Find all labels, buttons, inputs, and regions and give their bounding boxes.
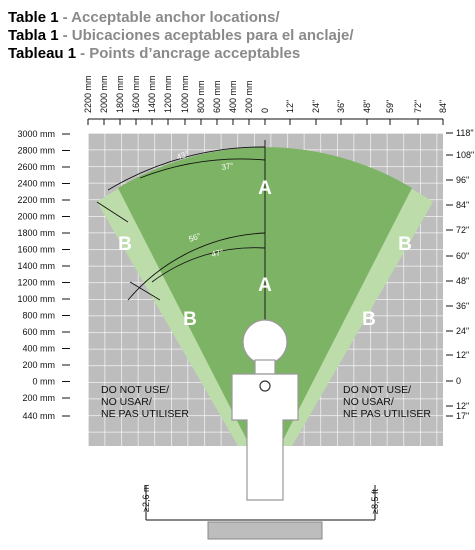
angle-arcs [96,140,266,320]
top-axis-label: 2200 mm [83,75,93,113]
right-axis-label: 118" [456,128,474,138]
title-line: Tabla 1- Ubicaciones aceptables para el … [8,27,354,44]
top-axis-label: 600 mm [212,80,222,113]
left-axis-label: 400 mm [22,344,55,354]
title-line: Tableau 1- Points d’ancrage acceptables [8,45,300,62]
left-axis-label: 1600 mm [17,245,55,255]
right-axis-label: 84" [456,200,469,210]
warning-text: NO USAR/ [343,396,394,408]
title-text: - Acceptable anchor locations/ [63,9,281,26]
warning-text: DO NOT USE/ [101,384,169,396]
zone-label: A [258,178,272,199]
right-axis-label: 12" [456,350,469,360]
right-axis-label: 48" [456,276,469,286]
top-axis-label: 36" [336,100,346,113]
warning-text: DO NOT USE/ [343,384,411,396]
top-axis-label: 1600 mm [131,75,141,113]
angle-label: 37° [221,161,234,172]
top-axis-label: 1800 mm [115,75,125,113]
right-axis-label: 24" [456,326,469,336]
top-axis-label: 59" [385,100,395,113]
top-axis-label: 200 mm [244,80,254,113]
warning-text: NE PAS UTILISER [343,408,431,420]
angle-label: 43° [176,149,190,162]
title-text: - Ubicaciones aceptables para el anclaje… [63,27,355,44]
zone-label: B [398,234,412,255]
left-axis-label: 200 mm [22,393,55,403]
top-axis-label: 24" [311,100,321,113]
title-line: Table 1- Acceptable anchor locations/ [8,9,280,26]
top-axis-label: 800 mm [196,80,206,113]
left-axis-label: 0 mm [33,377,56,387]
top-axis-label: 72" [413,100,423,113]
clearance-label: ≥2,6 m [141,485,151,512]
zone-label: B [362,309,376,330]
top-axis-label: 2000 mm [99,75,109,113]
left-axis-label: 2400 mm [17,179,55,189]
top-axis-label: 0 [260,108,270,113]
right-axis-label: 96" [456,175,469,185]
right-axis-label: 12" [456,401,469,411]
left-axis-label: 1800 mm [17,228,55,238]
left-axis-label: 2000 mm [17,212,55,222]
right-axis-label: 17" [456,411,469,421]
top-axis-label: 48" [362,100,372,113]
zone-label: B [118,234,132,255]
angle-label: 56° [188,231,202,244]
title-label: Table 1 [8,9,59,26]
mannequin [231,319,299,501]
right-axis-label: 36" [456,301,469,311]
left-axis-label: 2800 mm [17,146,55,156]
clearance-label: ≥8,5 ft [370,489,380,514]
left-axis-label: 1200 mm [17,278,55,288]
right-axis-label: 72" [456,225,469,235]
left-axis-label: 2600 mm [17,162,55,172]
left-axis-label: 3000 mm [17,129,55,139]
warning-text: NO USAR/ [101,396,152,408]
title-text: - Points d’ancrage acceptables [80,45,300,62]
zone-label: B [183,309,197,330]
left-axis-label: 1400 mm [17,261,55,271]
right-axis-label: 108" [456,150,474,160]
zone-label: A [258,275,272,296]
right-axis-label: 0 [456,376,461,386]
left-axis-label: 200 mm [22,360,55,370]
right-axis-label: 60" [456,251,469,261]
floor-block [207,521,323,540]
top-axis-label: 1200 mm [163,75,173,113]
top-axis-label: 12" [285,100,295,113]
top-axis-label: 1000 mm [180,75,190,113]
warning-text: NE PAS UTILISER [101,408,189,420]
top-axis-label: 400 mm [228,80,238,113]
left-axis-label: 2200 mm [17,195,55,205]
angle-label: 47° [211,248,225,259]
left-axis-label: 800 mm [22,311,55,321]
left-axis-label: 440 mm [22,411,55,421]
left-axis-label: 600 mm [22,327,55,337]
top-axis-label: 84" [438,100,448,113]
left-axis-label: 1000 mm [17,294,55,304]
title-label: Tableau 1 [8,45,76,62]
title-label: Tabla 1 [8,27,59,44]
top-axis-label: 1400 mm [147,75,157,113]
